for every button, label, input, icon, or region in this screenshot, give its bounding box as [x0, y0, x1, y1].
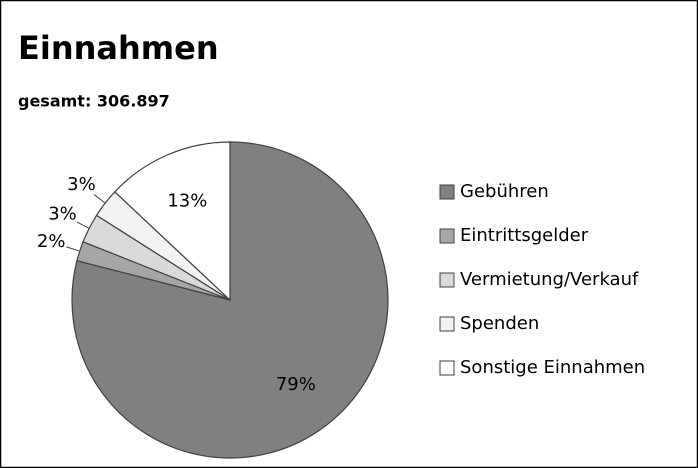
leader-line — [66, 246, 80, 252]
data-label: 2% — [37, 231, 66, 252]
legend-swatch — [439, 184, 455, 200]
pie-slice — [113, 141, 231, 302]
legend-swatch — [439, 228, 455, 244]
data-label: 79% — [276, 374, 316, 395]
legend-label: Spenden — [460, 313, 539, 334]
legend-swatch — [439, 360, 455, 376]
leader-line — [76, 221, 90, 229]
data-label: 13% — [167, 190, 207, 211]
pie-slice — [71, 141, 389, 459]
chart-title: Einnahmen — [18, 29, 219, 67]
legend-label: Gebühren — [460, 181, 549, 202]
chart-subtitle: gesamt: 306.897 — [18, 92, 170, 111]
legend-swatch — [439, 272, 455, 288]
legend-label: Eintrittsgelder — [460, 225, 589, 246]
legend-label: Vermietung/Verkauf — [460, 269, 639, 290]
legend-swatch — [439, 316, 455, 332]
legend-label: Sonstige Einnahmen — [460, 357, 645, 378]
data-label: 3% — [48, 204, 77, 225]
data-label: 3% — [67, 174, 96, 195]
leader-line — [93, 194, 106, 204]
